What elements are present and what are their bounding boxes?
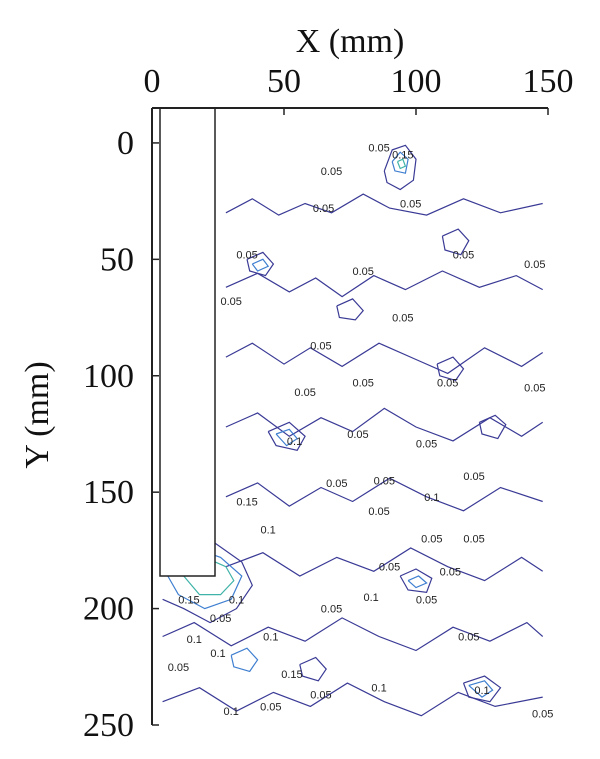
contour-label: 0.05 (379, 562, 400, 574)
contour-line (246, 251, 275, 277)
contour-label: 0.05 (437, 378, 458, 390)
contour-label: 0.05 (347, 429, 368, 441)
contour-line (391, 151, 409, 174)
contour-label: 0.1 (229, 594, 244, 606)
contour-line (225, 342, 544, 375)
contour-label: 0.1 (424, 492, 439, 504)
y-tick-label: 0 (117, 125, 134, 162)
contour-label: 0.05 (458, 632, 479, 644)
plot-area: 0.15 0.05 0.05 0.05 0.05 0.05 0.05 0.05 0.05 0.05… (162, 143, 553, 720)
contour-label: 0.1 (263, 632, 278, 644)
contour-label: 0.1 (287, 436, 302, 448)
contour-label: 0.05 (236, 250, 257, 262)
x-tick-label: 150 (523, 63, 574, 100)
contour-label: 0.1 (187, 634, 202, 646)
contour-label: 0.05 (168, 662, 189, 674)
contour-label: 0.05 (453, 250, 474, 262)
y-tick-label: 100 (83, 358, 134, 395)
contour-label: 0.05 (392, 313, 413, 325)
x-tick-label: 0 (144, 63, 161, 100)
contour-line (275, 428, 299, 447)
contour-label: 0.05 (421, 534, 442, 546)
contour-line (230, 647, 259, 673)
contour-line (225, 407, 544, 442)
obstacle (159, 107, 216, 577)
contour-label: 0.05 (374, 476, 395, 488)
contour-label: 0.05 (294, 387, 315, 399)
contour-label: 0.1 (363, 592, 378, 604)
contour-line (468, 680, 494, 698)
contour-label: 0.05 (321, 604, 342, 616)
contour-label: 0.05 (440, 566, 461, 578)
contour-label: 0.05 (400, 198, 421, 210)
contour-line (225, 477, 543, 512)
contour-label: 0.1 (210, 648, 225, 660)
x-axis-label: X (mm) (296, 23, 405, 60)
contour-label: 0.05 (210, 613, 231, 625)
contour-label: 0.1 (261, 524, 276, 536)
contour-line (162, 617, 544, 652)
contour-label: 0.05 (524, 259, 545, 271)
y-tick-label: 150 (83, 474, 134, 511)
contour-label: 0.1 (371, 683, 386, 695)
contour-label: 0.05 (463, 471, 484, 483)
contour-label: 0.05 (463, 534, 484, 546)
contour-label: 0.1 (474, 685, 489, 697)
contour-line (462, 675, 502, 703)
contour-label: 0.05 (416, 438, 437, 450)
contour-line (225, 547, 544, 582)
contour-label: 0.05 (220, 296, 241, 308)
contour-label: 0.05 (260, 701, 281, 713)
contour-label: 0.05 (368, 506, 389, 518)
y-axis-label: Y (mm) (19, 361, 56, 468)
contour-label: 0.05 (313, 203, 334, 215)
y-tick-label: 250 (83, 707, 134, 744)
contour-line (299, 656, 327, 682)
contour-label: 0.05 (352, 378, 373, 390)
contour-line (436, 356, 465, 382)
contour-line (225, 193, 543, 216)
contour-label: 0.05 (532, 708, 553, 720)
contour-line (441, 228, 470, 256)
contour-line (478, 414, 507, 440)
contour-label: 0.05 (326, 478, 347, 490)
contour-label: 0.05 (416, 594, 437, 606)
contour-label: 0.05 (524, 382, 545, 394)
contour-line (336, 298, 364, 321)
contour-label: 0.05 (310, 690, 331, 702)
contour-label: 0.05 (310, 340, 331, 352)
x-tick-label: 100 (391, 63, 442, 100)
contour-line (225, 270, 543, 298)
contour-line (267, 421, 306, 451)
contour-line (383, 144, 417, 191)
contour-label: 0.15 (236, 496, 257, 508)
y-tick-label: 200 (83, 591, 134, 628)
contour-label: 0.15 (281, 669, 302, 681)
contour-label: 0.05 (368, 143, 389, 155)
contour-line (251, 258, 270, 272)
x-tick-label: 50 (267, 63, 301, 100)
contour-label: 0.1 (224, 706, 239, 718)
contour-label: 0.05 (352, 266, 373, 278)
contour-line (407, 575, 428, 589)
contour-line (399, 568, 433, 593)
y-tick-label: 50 (100, 241, 134, 278)
contour-label: 0.15 (392, 150, 413, 162)
contour-label: 0.05 (321, 166, 342, 178)
contour-line (396, 158, 407, 170)
contour-label: 0.15 (178, 594, 199, 606)
